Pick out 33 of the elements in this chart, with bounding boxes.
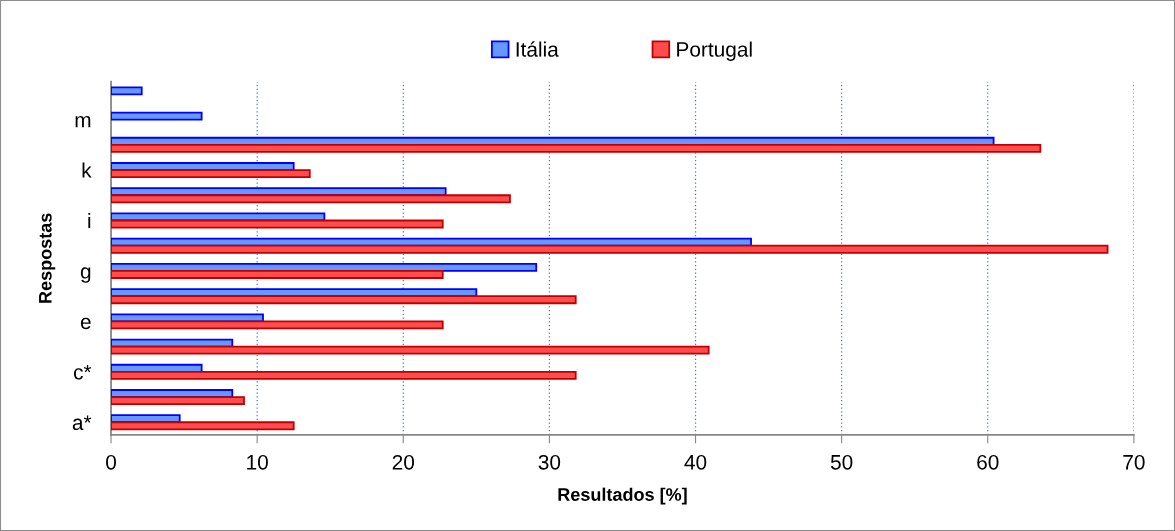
bar: [111, 244, 1109, 254]
x-tick-label: 20: [392, 454, 415, 470]
y-tick-label: a*: [72, 415, 92, 431]
y-tick-label: c*: [73, 365, 92, 380]
x-tick-label: 10: [247, 454, 268, 470]
x-axis-title: Resultados [%]: [558, 487, 687, 505]
x-tick-label: 40: [684, 454, 707, 470]
y-tick-label: e: [80, 317, 91, 330]
bar: [111, 219, 444, 229]
bar: [111, 421, 295, 431]
legend-label: Portugal: [677, 41, 752, 61]
x-tick-label: 60: [977, 454, 999, 470]
bar: [111, 169, 311, 179]
bar: [111, 270, 444, 279]
bar: [111, 295, 577, 305]
y-tick-label: i: [88, 212, 91, 229]
y-axis-title: Respostas: [39, 213, 56, 303]
y-tick-label: k: [82, 162, 92, 178]
y-tick-label: g: [80, 267, 91, 283]
x-tick-label: 70: [1123, 454, 1145, 470]
bar: [111, 396, 245, 406]
bar: [111, 320, 444, 330]
y-tick-label: m: [75, 115, 91, 128]
bar: [111, 86, 143, 96]
bar: [111, 111, 203, 121]
bar: [111, 143, 1042, 153]
legend-label: Itália: [516, 41, 559, 57]
x-tick-label: 0: [106, 454, 117, 470]
bar: [111, 345, 710, 355]
x-tick-label: 30: [538, 454, 561, 470]
bar: [111, 370, 577, 380]
bar: [111, 194, 511, 204]
x-tick-label: 50: [830, 454, 853, 470]
